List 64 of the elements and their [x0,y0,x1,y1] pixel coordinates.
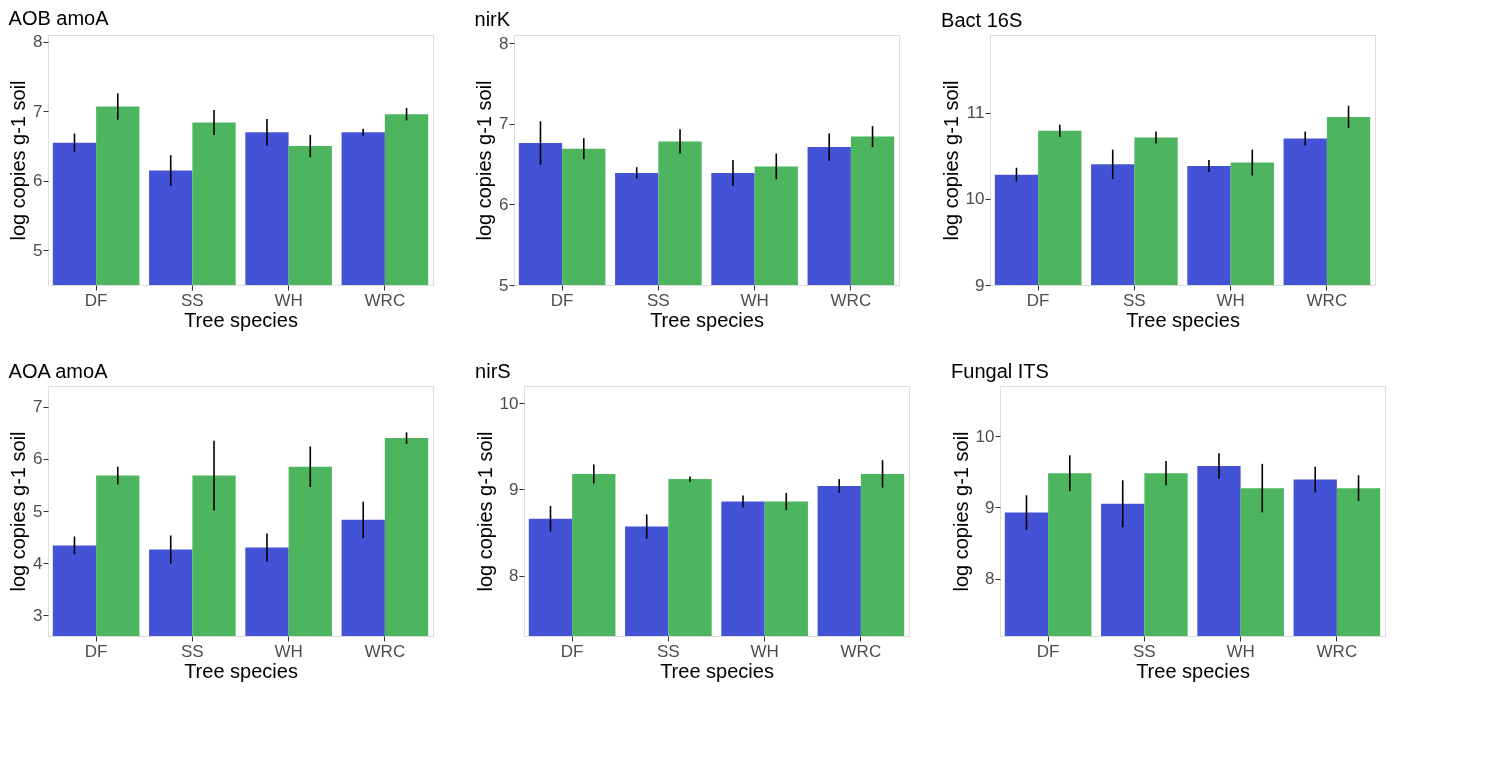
x-tick-label: WRC [1306,290,1348,310]
x-tick-label: DF [560,641,584,661]
y-axis-title: log copies g-1 soil [473,80,496,241]
y-tick-label: 6 [33,449,43,469]
x-tick-label: WRC [840,641,882,661]
x-tick-label: WRC [364,290,406,310]
chart-title: AOB amoA [8,6,110,29]
x-tick-label: WH [274,641,303,661]
x-tick-label: SS [181,290,204,310]
y-tick-label: 9 [975,275,985,295]
x-axis-title: Tree species [184,659,298,682]
x-tick-label: SS [657,641,680,661]
y-tick-label: 9 [509,479,519,499]
y-tick-label: 7 [33,101,43,121]
chart-title: nirK [474,8,511,31]
x-axis-title: Tree species [1136,659,1250,682]
x-axis-title: Tree species [184,308,298,331]
x-tick-label: DF [550,290,574,310]
x-tick-label: WRC [364,641,406,661]
y-tick-label: 4 [33,553,43,573]
y-axis-title: log copies g-1 soil [473,431,496,592]
x-tick-label: SS [1133,641,1156,661]
chart-title: Fungal ITS [951,360,1049,382]
x-axis-title: Tree species [650,308,764,331]
x-tick-label: SS [1123,290,1146,310]
y-tick-label: 8 [985,569,995,589]
y-axis-title: log copies g-1 soil [949,431,972,592]
y-tick-label: 5 [33,240,43,260]
y-tick-label: 7 [499,114,509,134]
y-tick-label: 5 [499,275,509,295]
y-tick-label: 8 [33,32,43,52]
x-tick-label: WH [740,290,769,310]
y-tick-label: 8 [499,33,509,53]
x-tick-label: WRC [830,290,872,310]
y-tick-label: 7 [33,397,43,417]
x-axis-title: Tree species [1126,308,1240,331]
y-axis-title: log copies g-1 soil [7,431,30,592]
x-axis-title: Tree species [660,659,774,682]
y-tick-label: 11 [966,103,985,123]
y-tick-label: 9 [985,497,995,517]
x-tick-label: DF [84,641,108,661]
x-tick-label: WH [274,290,303,310]
y-tick-label: 5 [33,501,43,521]
x-tick-label: SS [181,641,204,661]
y-tick-label: 6 [33,171,43,191]
y-axis-title: log copies g-1 soil [939,80,962,241]
y-tick-label: 8 [509,566,519,586]
x-tick-label: DF [1036,641,1060,661]
y-tick-label: 10 [499,393,519,413]
x-tick-label: WH [750,641,779,661]
y-tick-label: 6 [499,194,509,214]
x-tick-label: WRC [1316,641,1358,661]
y-tick-label: 3 [33,605,43,625]
x-tick-label: DF [84,290,108,310]
x-tick-label: SS [647,290,670,310]
y-tick-label: 10 [965,189,985,209]
x-tick-label: DF [1026,290,1050,310]
y-axis-title: log copies g-1 soil [7,80,30,241]
x-tick-label: WH [1226,641,1255,661]
chart-title: AOA amoA [8,360,109,382]
chart-title: Bact 16S [941,9,1023,31]
chart-title: nirS [475,360,511,382]
y-tick-label: 10 [975,426,995,446]
x-tick-label: WH [1216,290,1245,310]
